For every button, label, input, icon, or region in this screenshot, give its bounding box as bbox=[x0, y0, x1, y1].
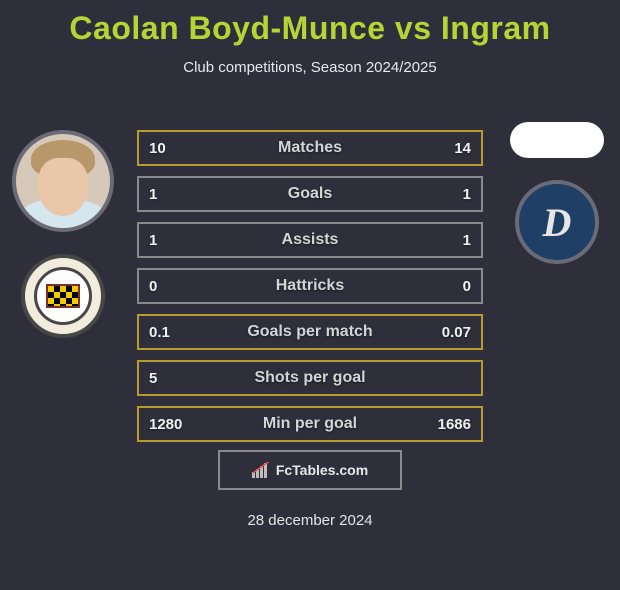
stat-label: Shots per goal bbox=[139, 369, 481, 387]
stat-left-value: 0 bbox=[149, 278, 157, 295]
stat-row: 10Matches14 bbox=[137, 130, 483, 166]
stat-row: 1Assists1 bbox=[137, 222, 483, 258]
stat-row: 0.1Goals per match0.07 bbox=[137, 314, 483, 350]
stat-left-value: 1280 bbox=[149, 416, 182, 433]
stat-row: 1Goals1 bbox=[137, 176, 483, 212]
stat-row: 1280Min per goal1686 bbox=[137, 406, 483, 442]
brand-badge[interactable]: FcTables.com bbox=[218, 450, 402, 490]
stat-right-value: 1686 bbox=[438, 416, 471, 433]
stat-label: Goals per match bbox=[139, 323, 481, 341]
stat-label: Min per goal bbox=[139, 415, 481, 433]
right-player-column: D bbox=[502, 122, 612, 264]
stat-label: Assists bbox=[139, 231, 481, 249]
stat-left-value: 10 bbox=[149, 140, 166, 157]
stat-left-value: 1 bbox=[149, 232, 157, 249]
stat-right-value: 1 bbox=[463, 186, 471, 203]
subtitle: Club competitions, Season 2024/2025 bbox=[0, 59, 620, 76]
left-player-column bbox=[8, 130, 118, 338]
left-player-avatar bbox=[12, 130, 114, 232]
brand-text: FcTables.com bbox=[276, 462, 368, 478]
stat-left-value: 0.1 bbox=[149, 324, 170, 341]
right-player-avatar-placeholder bbox=[510, 122, 604, 158]
stat-left-value: 1 bbox=[149, 186, 157, 203]
stat-row: 5Shots per goal bbox=[137, 360, 483, 396]
stat-label: Goals bbox=[139, 185, 481, 203]
stat-row: 0Hattricks0 bbox=[137, 268, 483, 304]
page-title: Caolan Boyd-Munce vs Ingram bbox=[0, 10, 620, 47]
club-right-letter: D bbox=[543, 199, 572, 246]
stat-label: Matches bbox=[139, 139, 481, 157]
left-club-badge bbox=[21, 254, 105, 338]
stat-right-value: 14 bbox=[454, 140, 471, 157]
right-club-badge: D bbox=[515, 180, 599, 264]
footer-date: 28 december 2024 bbox=[0, 512, 620, 529]
stat-left-value: 5 bbox=[149, 370, 157, 387]
stat-right-value: 1 bbox=[463, 232, 471, 249]
chart-icon bbox=[252, 462, 270, 478]
stat-label: Hattricks bbox=[139, 277, 481, 295]
stats-table: 10Matches141Goals11Assists10Hattricks00.… bbox=[137, 130, 483, 442]
stat-right-value: 0.07 bbox=[442, 324, 471, 341]
stat-right-value: 0 bbox=[463, 278, 471, 295]
